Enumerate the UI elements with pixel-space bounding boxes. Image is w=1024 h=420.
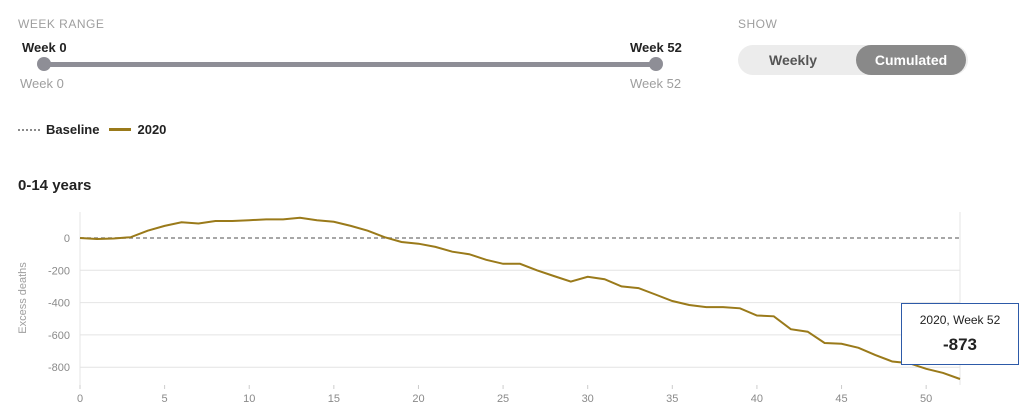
x-tick-label: 5: [162, 393, 168, 405]
toggle-cumulated-button[interactable]: Cumulated: [856, 45, 966, 75]
y-tick-label: 0: [64, 233, 70, 245]
x-axis-ticks: 0 5 10 15 20 25 30 35 40 45 50: [77, 385, 932, 405]
week-range-label: WEEK RANGE: [18, 17, 105, 31]
y-axis-ticks: 0 -200 -400 -600 -800: [48, 233, 70, 374]
tooltip-value: -873: [942, 335, 978, 354]
y-axis-label: Excess deaths: [17, 262, 29, 334]
y-tick-label: -800: [48, 362, 70, 374]
tooltip-title: 2020, Week 52: [919, 313, 1001, 327]
slider-end-value: Week 52: [630, 40, 682, 55]
chart-legend: Baseline 2020: [18, 122, 166, 137]
x-tick-label: 0: [77, 393, 83, 405]
x-tick-label: 50: [920, 393, 932, 405]
chart-grid: [79, 212, 961, 385]
x-tick-label: 10: [243, 393, 255, 405]
week-range-end-handle[interactable]: [649, 57, 663, 71]
x-tick-label: 35: [666, 393, 678, 405]
y-tick-label: -400: [48, 298, 70, 310]
slider-min-label: Week 0: [20, 76, 64, 91]
x-tick-label: 25: [497, 393, 509, 405]
baseline-legend-label: Baseline: [46, 122, 100, 137]
x-tick-label: 20: [412, 393, 424, 405]
show-label: SHOW: [738, 17, 778, 31]
baseline-legend-swatch: [18, 128, 40, 131]
x-tick-label: 30: [582, 393, 594, 405]
series-legend-swatch: [109, 128, 132, 131]
toggle-weekly-button[interactable]: Weekly: [769, 52, 817, 68]
chart-title: 0-14 years: [18, 177, 92, 194]
x-tick-label: 15: [328, 393, 340, 405]
week-range-track[interactable]: [44, 62, 656, 67]
series-legend-label: 2020: [137, 122, 167, 137]
x-tick-label: 45: [835, 393, 847, 405]
data-tooltip: 2020, Week 52 -873: [901, 303, 1019, 365]
y-tick-label: -200: [48, 265, 70, 277]
show-toggle: Weekly Cumulated: [738, 45, 968, 75]
week-range-start-handle[interactable]: [37, 57, 51, 71]
slider-start-value: Week 0: [22, 40, 67, 55]
x-tick-label: 40: [751, 393, 763, 405]
y-tick-label: -600: [48, 330, 70, 342]
slider-max-label: Week 52: [630, 76, 682, 91]
series-line-2020: [79, 216, 961, 380]
